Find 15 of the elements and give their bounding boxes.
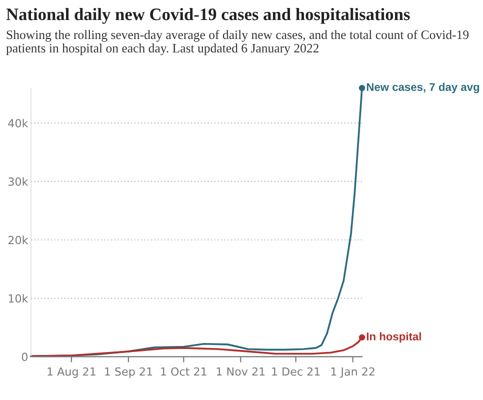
- x-tick-label: 1 Jan 22: [331, 367, 374, 378]
- chart-subtitle: Showing the rolling seven-day average of daily new cases, and the total count of Covid-19 patients in hospital on each day. Last updated 6 January 2022: [6, 30, 469, 56]
- x-tick-label: 1 Aug 21: [48, 367, 96, 378]
- x-tick-label: 1 Oct 21: [161, 367, 206, 376]
- y-tick-label: 30k: [8, 177, 28, 186]
- x-tick-label: 1 Dec 21: [272, 367, 320, 376]
- chart-title: National daily new Covid-19 cases and hospitalisations: [6, 8, 410, 24]
- series-label: New cases, 7 day avg: [366, 82, 480, 94]
- series-label: In hospital: [366, 332, 421, 343]
- y-tick-label: 0: [22, 352, 28, 362]
- y-tick-label: 20k: [8, 236, 28, 244]
- y-tick-label: 10k: [8, 294, 28, 303]
- x-tick-label: 1 Nov 21: [216, 367, 265, 376]
- x-tick-label: 1 Sep 21: [105, 367, 152, 378]
- y-tick-label: 40k: [8, 118, 28, 128]
